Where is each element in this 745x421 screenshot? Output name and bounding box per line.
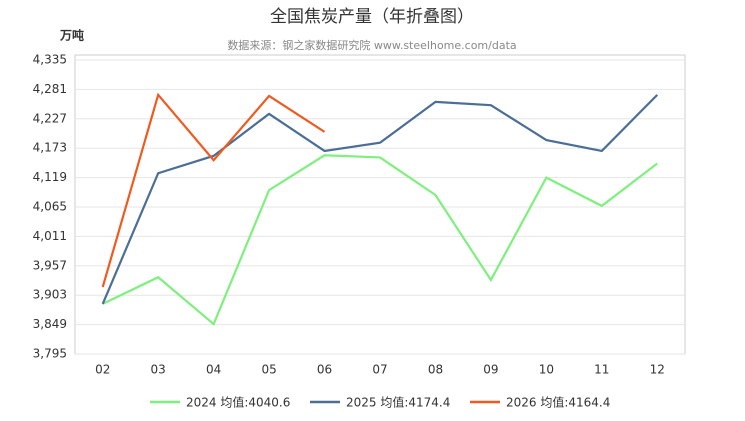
- x-tick-label: 02: [95, 363, 110, 377]
- y-tick-label: 4,281: [33, 82, 67, 96]
- chart-title: 全国焦炭产量（年折叠图）: [270, 7, 474, 27]
- x-tick-label: 11: [594, 363, 609, 377]
- y-tick-label: 4,119: [33, 170, 67, 184]
- chart-subtitle: 数据来源：钢之家数据研究院 www.steelhome.com/data: [227, 38, 516, 52]
- plot-area: [74, 54, 686, 355]
- x-tick-label: 03: [151, 363, 166, 377]
- series-line: [101, 92, 326, 288]
- x-tick-label: 07: [372, 363, 387, 377]
- y-tick-label: 3,903: [33, 288, 67, 302]
- y-tick-label: 3,849: [33, 317, 67, 331]
- x-tick-label: 08: [428, 363, 443, 377]
- x-tick-label: 12: [650, 363, 665, 377]
- legend-label: 2024 均值:4040.6: [186, 395, 290, 410]
- y-axis-label: 万吨: [59, 28, 84, 43]
- x-tick-label: 05: [261, 363, 276, 377]
- legend-label: 2026 均值:4164.4: [506, 395, 610, 410]
- y-tick-label: 4,065: [33, 200, 67, 214]
- y-tick-label: 4,335: [33, 53, 67, 67]
- x-tick-label: 04: [206, 363, 221, 377]
- legend-label: 2025 均值:4174.4: [346, 395, 450, 410]
- y-tick-label: 4,173: [33, 141, 67, 155]
- series-line: [102, 154, 658, 326]
- series-line: [101, 94, 659, 305]
- y-tick-label: 4,011: [33, 229, 67, 243]
- y-tick-label: 3,957: [33, 258, 67, 272]
- x-tick-label: 06: [317, 363, 332, 377]
- x-tick-label: 10: [539, 363, 554, 377]
- x-tick-label: 09: [483, 363, 498, 377]
- y-tick-label: 4,227: [33, 111, 67, 125]
- y-tick-label: 3,795: [33, 347, 67, 361]
